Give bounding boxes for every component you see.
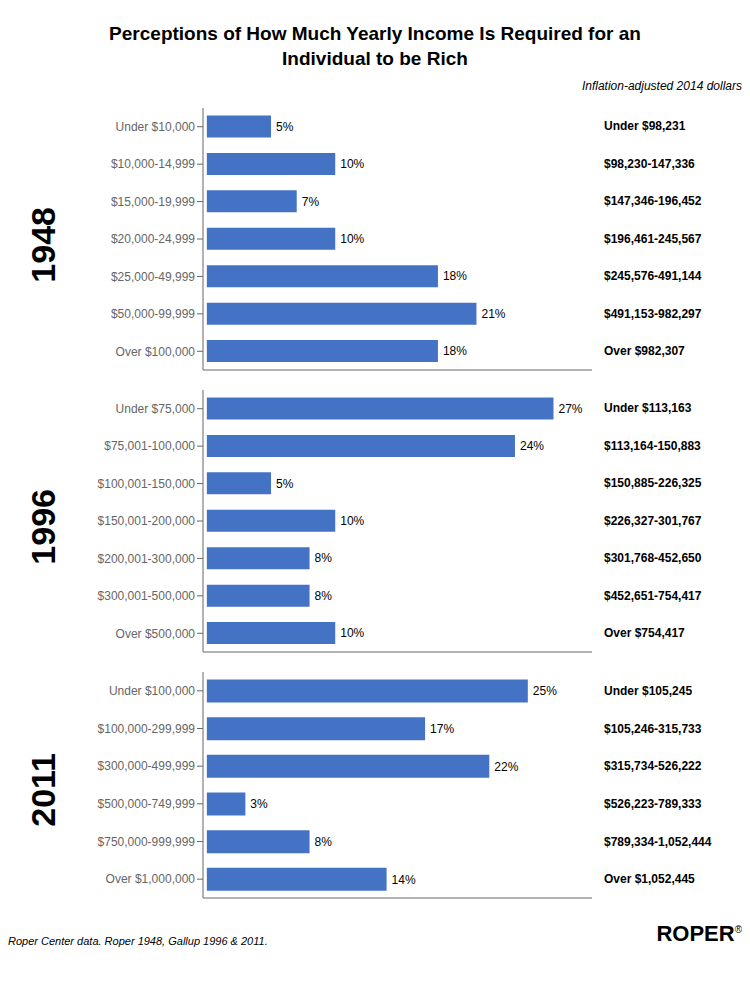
svg-text:$150,885-226,325: $150,885-226,325 [604,477,702,491]
html-text:ROPER: ROPER [656,921,735,947]
svg-text:10%: 10% [340,514,364,528]
svg-text:$500,000-749,999: $500,000-749,999 [98,797,196,811]
html-text:Inflation-adjusted 2014 dollar: Inflation-adjusted 2014 dollars [581,79,742,94]
svg-text:25%: 25% [533,685,557,699]
svg-text:22%: 22% [494,760,518,774]
svg-text:$105,246-315,733: $105,246-315,733 [604,722,702,736]
svg-text:18%: 18% [443,345,467,359]
svg-text:27%: 27% [558,402,582,416]
svg-text:Over $754,417: Over $754,417 [604,626,685,640]
svg-text:$98,230-147,336: $98,230-147,336 [604,157,695,171]
html-text:1996: 1996 [23,488,62,565]
svg-text:Under $98,231: Under $98,231 [604,120,686,134]
svg-text:$196,461-245,567: $196,461-245,567 [604,232,702,246]
svg-text:$150,001-200,000: $150,001-200,000 [98,515,196,529]
svg-text:$526,223-789,333: $526,223-789,333 [604,797,702,811]
svg-text:Under $113,163: Under $113,163 [604,402,692,416]
svg-text:$10,000-14,999: $10,000-14,999 [111,158,195,172]
svg-text:8%: 8% [315,835,333,849]
svg-text:$315,734-526,222: $315,734-526,222 [604,760,702,774]
html-text:Roper Center data. Roper 1948,: Roper Center data. Roper 1948, Gallup 19… [8,935,268,948]
svg-text:Over $500,000: Over $500,000 [116,627,196,641]
svg-text:18%: 18% [443,270,467,284]
svg-text:Under $10,000: Under $10,000 [116,120,196,134]
svg-text:3%: 3% [250,798,268,812]
svg-text:7%: 7% [302,195,320,209]
html-text:Perceptions of How Much Yearly: Perceptions of How Much Yearly Income Is… [109,23,641,69]
svg-text:10%: 10% [340,627,364,641]
svg-text:Over $982,307: Over $982,307 [604,344,685,358]
svg-text:$75,001-100,000: $75,001-100,000 [104,440,195,454]
svg-text:10%: 10% [340,232,364,246]
svg-text:Over $1,052,445: Over $1,052,445 [604,873,695,887]
svg-text:10%: 10% [340,158,364,172]
svg-text:$100,001-150,000: $100,001-150,000 [98,477,196,491]
svg-text:$300,001-500,000: $300,001-500,000 [98,589,196,603]
svg-text:$113,164-150,883: $113,164-150,883 [604,439,701,453]
svg-text:$245,576-491,144: $245,576-491,144 [604,270,702,284]
svg-text:Under $75,000: Under $75,000 [116,402,196,416]
svg-text:5%: 5% [276,120,294,134]
html-text:2011: 2011 [23,753,62,828]
svg-text:8%: 8% [315,589,333,603]
html-text:1948: 1948 [23,206,62,283]
svg-text:Under $105,245: Under $105,245 [604,684,692,698]
svg-text:$750,000-999,999: $750,000-999,999 [98,835,196,849]
svg-text:Over $100,000: Over $100,000 [116,345,196,359]
svg-text:21%: 21% [481,307,505,321]
svg-text:$301,768-452,650: $301,768-452,650 [604,552,702,566]
svg-text:$200,001-300,000: $200,001-300,000 [98,552,196,566]
svg-text:$25,000-49,999: $25,000-49,999 [111,270,195,284]
svg-text:$226,327-301,767: $226,327-301,767 [604,514,702,528]
svg-text:8%: 8% [315,552,333,566]
svg-text:24%: 24% [520,440,544,454]
svg-text:$491,153-982,297: $491,153-982,297 [604,307,702,321]
svg-text:17%: 17% [430,722,454,736]
svg-text:5%: 5% [276,477,294,491]
svg-text:$147,346-196,452: $147,346-196,452 [604,195,702,209]
svg-text:14%: 14% [392,873,416,887]
svg-text:$789,334-1,052,444: $789,334-1,052,444 [604,835,712,849]
svg-text:$20,000-24,999: $20,000-24,999 [111,233,195,247]
svg-text:Over $1,000,000: Over $1,000,000 [106,873,196,887]
svg-text:$50,000-99,999: $50,000-99,999 [111,307,195,321]
svg-text:$15,000-19,999: $15,000-19,999 [111,195,195,209]
svg-text:$100,000-299,999: $100,000-299,999 [98,722,196,736]
svg-text:$300,000-499,999: $300,000-499,999 [98,760,196,774]
svg-text:$452,651-754,417: $452,651-754,417 [604,589,702,603]
svg-text:Under $100,000: Under $100,000 [109,684,195,698]
